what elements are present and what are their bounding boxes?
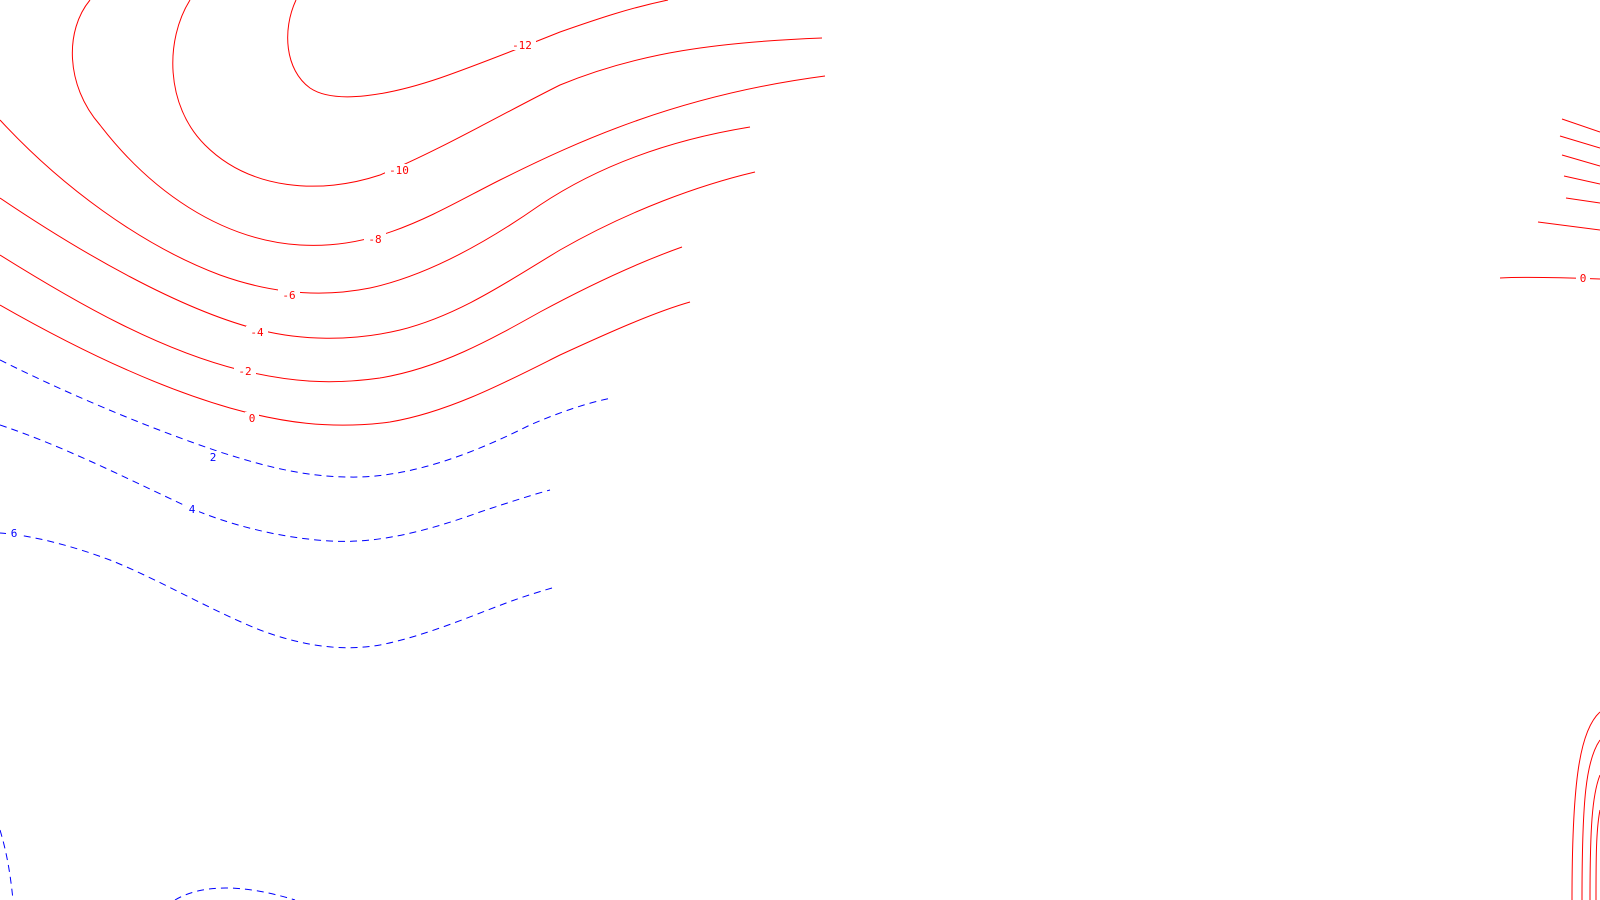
- contour-line-minus12-upper: [287, 0, 669, 98]
- contour-label-minus10: -10: [389, 164, 409, 177]
- positive-contours: [0, 359, 613, 900]
- contour-line-plus6: [0, 532, 553, 649]
- contour-label-minus4: -4: [250, 326, 264, 339]
- contour-label-plus4: 4: [189, 503, 196, 516]
- contour-label-plus6: 6: [11, 527, 18, 540]
- contour-label-minus12: -12: [512, 39, 532, 52]
- contour-line-right-fragment-5: [1565, 197, 1600, 204]
- contour-line-minus6: [0, 171, 756, 339]
- contour-label-zero: 0: [249, 412, 256, 425]
- contour-line-right-fragment-4: [1563, 175, 1600, 185]
- contour-line-zero: [0, 301, 691, 426]
- contour-line-minus4: [0, 246, 683, 383]
- contour-line-minus10: [71, 0, 826, 246]
- contour-line-right-fragment-2: [1559, 135, 1600, 149]
- contour-label-plus2: 2: [210, 451, 217, 464]
- contour-line-bottom-right-1: [1571, 711, 1600, 900]
- contour-label-minus6: -6: [282, 289, 295, 302]
- contour-line-bottom-arc: [174, 887, 296, 900]
- contour-line-bottom-right-2: [1581, 739, 1600, 900]
- contour-labels: -12 -10 -8 -6 -4 -2 0 2 4 6 0: [6, 38, 1590, 540]
- contour-line-bottom-left-fragment: [0, 829, 14, 900]
- contour-line-bottom-right-4: [1595, 809, 1600, 900]
- contour-line-right-fragment-6: [1537, 221, 1600, 231]
- contour-label-minus8: -8: [368, 233, 381, 246]
- contour-label-right-zero: 0: [1580, 272, 1587, 285]
- contour-label-minus2: -2: [238, 365, 251, 378]
- contour-line-right-fragment-1: [1561, 118, 1600, 133]
- contour-line-plus4: [0, 424, 551, 542]
- contour-line-right-fragment-3: [1561, 154, 1600, 167]
- contour-line-minus8: [0, 119, 751, 294]
- contour-line-plus2: [0, 359, 613, 478]
- contour-line-bottom-right-3: [1589, 774, 1600, 900]
